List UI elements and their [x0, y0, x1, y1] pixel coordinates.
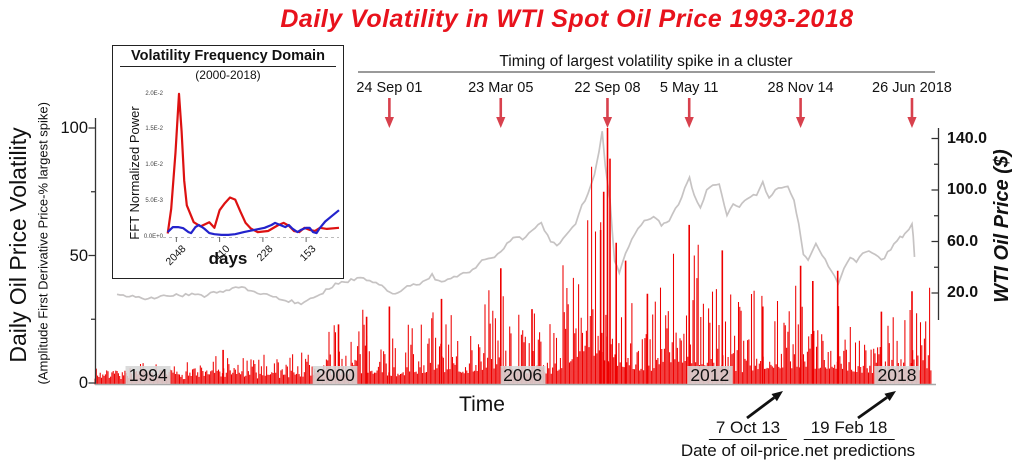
inset-series-volatility_fft_red: [166, 92, 340, 234]
inset-x-ticks: [175, 237, 307, 242]
prediction-arrow-1-icon: [746, 391, 783, 420]
inset-y-tick-label: 2.0E-2: [145, 90, 163, 97]
inset-y-axis-title: FFT Normalized Power: [127, 106, 142, 240]
timing-arrow-4-icon: [684, 98, 694, 128]
y2-tick-label: 20.0: [947, 284, 979, 301]
left-axis: [88, 118, 97, 384]
timing-event-label-1: 24 Sep 01: [356, 80, 423, 96]
timing-event-label-4: 5 May 11: [659, 80, 719, 96]
x-tick-label: 2000: [312, 366, 358, 384]
y2-tick-label: 60.0: [947, 232, 979, 250]
wti-price-line: [116, 131, 916, 306]
prediction-date-label-1: 7 Oct 13: [708, 418, 788, 440]
y-tick-label: 50: [69, 246, 88, 265]
y2-tick-label: 140.0: [947, 129, 988, 147]
x-tick-label: 2012: [687, 366, 733, 384]
y-tick-label: 100: [60, 119, 88, 137]
timing-arrow-2-icon: [496, 98, 506, 128]
x-tick-label: 2006: [500, 366, 546, 384]
predictions-caption: Date of oil-price.net predictions: [680, 441, 916, 460]
inset-title-underline: [120, 66, 336, 68]
inset-y-tick-label: 5.0E-3: [145, 197, 163, 204]
inset-title: Volatility Frequency Domain: [131, 48, 325, 64]
right-axis: [931, 128, 940, 320]
x-axis-title: Time: [459, 393, 505, 416]
inset-x-axis-title: days: [208, 249, 248, 268]
inset-y-tick-label: 1.0E-2: [145, 162, 163, 168]
timing-event-label-2: 23 Mar 05: [468, 80, 534, 96]
timing-arrow-1-icon: [384, 98, 394, 128]
x-tick-label: 2018: [874, 366, 920, 384]
timing-arrow-3-icon: [602, 98, 613, 128]
x-tick-label: 1994: [125, 366, 171, 384]
inset-y-tick-label: 0.0E+0: [143, 233, 163, 240]
inset-series-reference_fft_blue: [166, 209, 340, 236]
timing-rule: [358, 71, 935, 73]
y-tick-label: 0: [78, 374, 88, 392]
timing-arrow-6-icon: [907, 98, 917, 128]
prediction-arrow-2-icon: [857, 391, 896, 420]
chart-title: Daily Volatility in WTI Spot Oil Price 1…: [280, 5, 854, 33]
y2-tick-label: 100.0: [947, 181, 988, 198]
volatility-key-spikes: [222, 128, 913, 385]
timing-heading: Timing of largest volatility spike in a …: [499, 53, 793, 70]
inset-y-tick-label: 1.5E-2: [145, 126, 163, 133]
fft-inset-plot: [163, 92, 340, 242]
fft-inset-panel: Volatility Frequency Domain (2000-2018) …: [112, 45, 344, 279]
timing-arrow-5-icon: [795, 98, 806, 128]
prediction-date-label-2: 19 Feb 18: [803, 418, 895, 440]
inset-subtitle: (2000-2018): [195, 68, 261, 82]
timing-event-label-3: 22 Sep 08: [574, 80, 641, 96]
timing-event-label-5: 28 Nov 14: [767, 80, 834, 96]
timing-event-label-6: 26 Jun 2018: [872, 80, 952, 96]
